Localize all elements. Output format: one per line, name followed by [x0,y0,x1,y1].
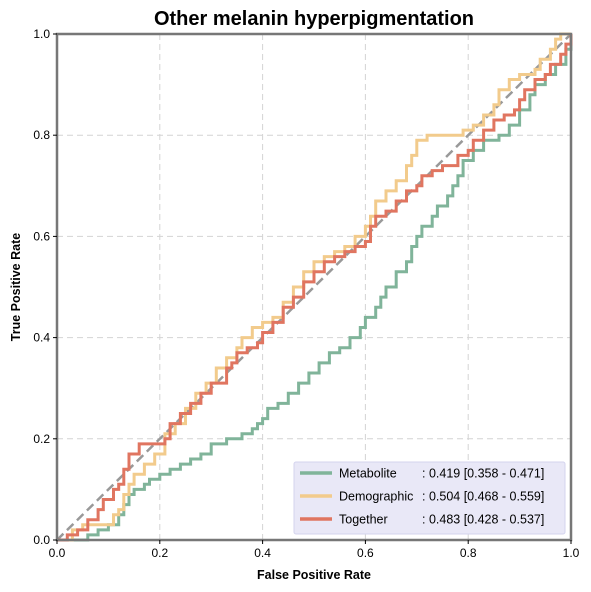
x-tick-label: 0.0 [49,546,66,560]
x-axis-title: False Positive Rate [257,568,371,582]
x-tick-label: 0.2 [151,546,168,560]
chart-title: Other melanin hyperpigmentation [154,8,474,30]
y-tick-label: 0.6 [33,229,50,243]
x-tick-label: 1.0 [563,546,580,560]
legend: Metabolite : 0.419 [0.358 - 0.471] Demogra… [293,461,566,535]
y-tick-label: 1.0 [33,27,50,41]
legend-auc-together: : 0.483 [0.428 - 0.537] [422,513,544,527]
x-tick-label: 0.8 [460,546,477,560]
legend-box [293,461,566,535]
y-tick-label: 0.2 [33,432,50,446]
legend-auc-demographic: : 0.504 [0.468 - 0.559] [422,490,544,504]
plot-frame [55,32,573,542]
series-layer [57,32,573,542]
chance-diagonal-line [56,33,572,541]
y-tick-label: 0.0 [33,533,50,547]
legend-label-metabolite: Metabolite [339,467,397,481]
series-line-metabolite [57,34,573,542]
x-tick-label: 0.4 [254,546,271,560]
legend-auc-metabolite: : 0.419 [0.358 - 0.471] [422,467,544,481]
series-line-together [57,34,573,542]
series-line-demographic [57,32,571,542]
legend-label-together: Together [339,513,388,527]
axis-ticks: 0.0 0.2 0.4 0.6 0.8 1.0 0.0 0.2 0.4 0.6 0.8 1.0 [33,27,579,560]
x-tick-label: 0.6 [357,546,374,560]
legend-label-demographic: Demographic [339,490,413,504]
y-tick-label: 0.8 [33,128,50,142]
y-tick-label: 0.4 [33,331,50,345]
y-axis-title: True Positive Rate [9,233,23,341]
